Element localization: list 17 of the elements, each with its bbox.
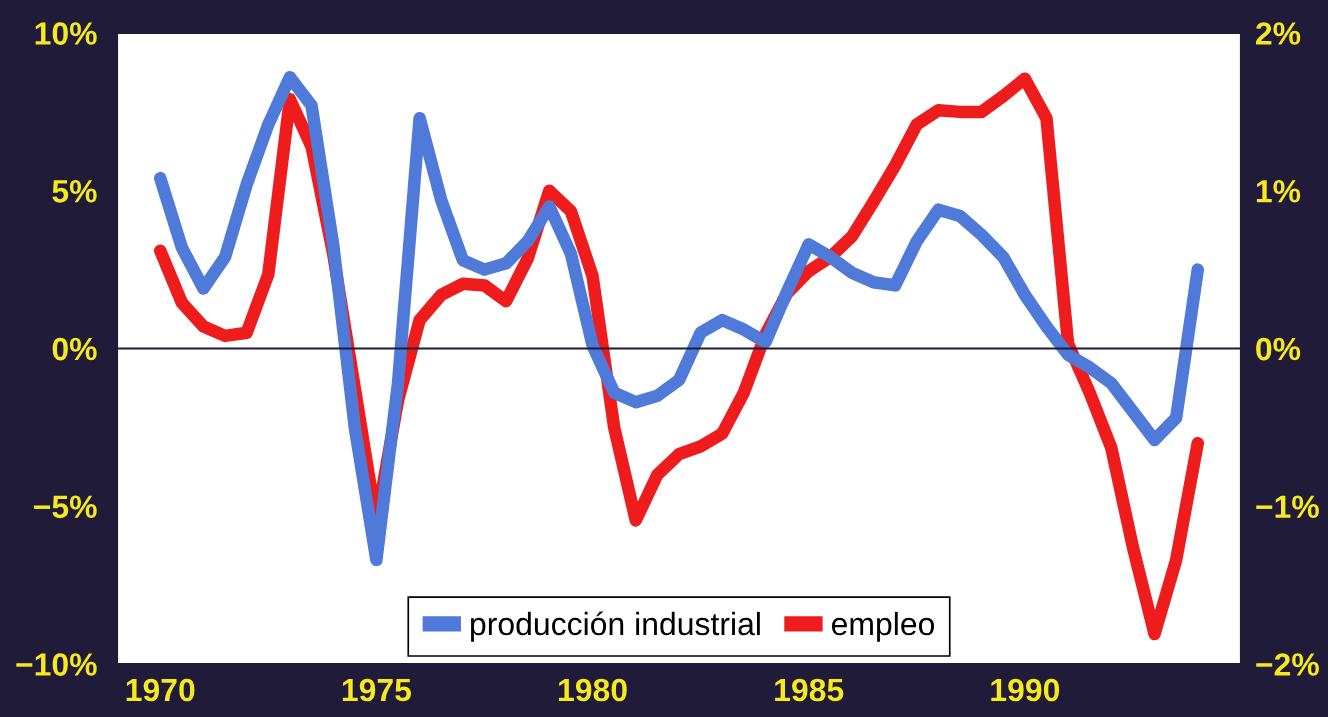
y-tick-label: 0% [52,337,97,361]
y2-tick-label: 0% [1256,337,1301,361]
legend-label: producción industrial [471,611,760,642]
x-tick-label: 1980 [559,678,627,702]
y-tick-label: −10% [16,653,97,676]
y-tick-label: 10% [35,22,97,45]
x-tick-label: 1990 [991,678,1060,702]
y2-tick-label: 1% [1256,180,1301,203]
y2-tick-label: 2% [1256,22,1301,45]
y2-tick-label: −1% [1256,495,1319,519]
y-tick-label: −5% [34,495,97,519]
y2-tick-label: −2% [1256,653,1319,676]
legend-label: empleo [831,611,935,642]
x-tick-label: 1970 [126,678,195,702]
x-tick-label: 1985 [775,678,844,702]
x-tick-label: 1975 [342,678,412,702]
y-tick-label: 5% [52,180,97,203]
